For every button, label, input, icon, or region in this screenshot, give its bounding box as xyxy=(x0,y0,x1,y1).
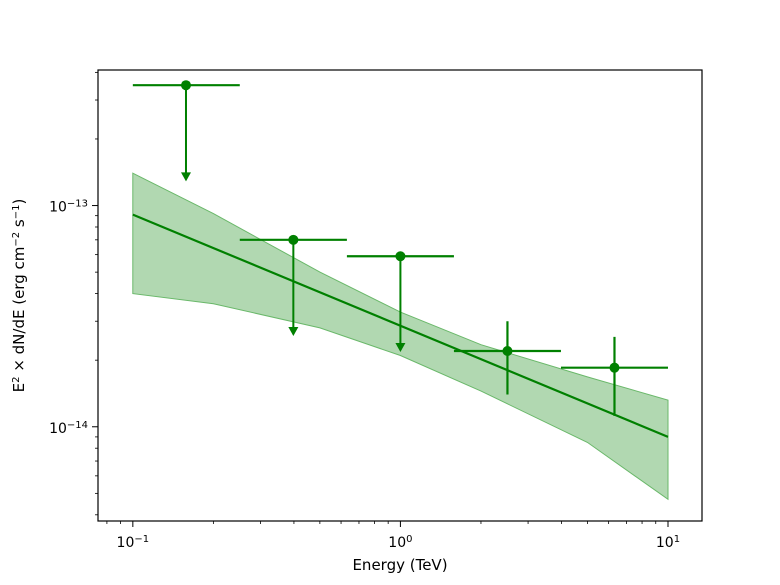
y-axis-label: E2 × dN/dE (erg cm−2 s−1) xyxy=(10,199,28,393)
flux-point-1 xyxy=(132,80,240,182)
data-point-marker xyxy=(609,362,620,373)
x-tick-label: 100 xyxy=(388,534,412,552)
x-tick-exponent: −1 xyxy=(134,534,149,545)
x-axis-label: Energy (TeV) xyxy=(352,556,447,574)
x-tick-label: 101 xyxy=(656,534,680,552)
y-label-prefix: E xyxy=(10,383,28,392)
x-tick-base: 10 xyxy=(656,535,674,551)
y-label-prefix-sup: 2 xyxy=(11,376,22,382)
flux-point-4 xyxy=(453,321,561,395)
flux-point-3 xyxy=(346,251,454,353)
x-tick-exponent: 0 xyxy=(406,534,412,545)
flux-point-2 xyxy=(239,234,347,336)
y-label-sup-1: −2 xyxy=(11,232,22,247)
data-point-marker xyxy=(180,80,191,91)
upper-limit-arrow xyxy=(288,326,299,336)
x-tick-base: 10 xyxy=(388,535,406,551)
y-label-sup-2: −1 xyxy=(11,205,22,220)
data-point-marker xyxy=(395,251,406,262)
data-point-marker xyxy=(502,346,513,357)
x-tick-exponent: 1 xyxy=(674,534,680,545)
y-tick-base: 10 xyxy=(49,421,67,437)
flux-point-5 xyxy=(560,336,668,416)
y-label-middle: × dN/dE (erg cm xyxy=(10,247,28,377)
flux-points-layer xyxy=(132,80,668,416)
y-tick-label: 10−14 xyxy=(49,419,88,437)
x-tick-label: 10−1 xyxy=(117,534,150,552)
x-tick-base: 10 xyxy=(117,535,135,551)
y-tick-base: 10 xyxy=(49,200,67,216)
data-point-marker xyxy=(288,234,299,245)
y-tick-exponent: −14 xyxy=(67,419,88,430)
y-tick-label: 10−13 xyxy=(49,198,88,216)
upper-limit-arrow xyxy=(395,343,406,353)
y-label-close: ) xyxy=(10,199,28,205)
upper-limit-arrow xyxy=(180,172,191,182)
y-tick-exponent: −13 xyxy=(67,198,88,209)
y-label-after: s xyxy=(10,219,28,232)
